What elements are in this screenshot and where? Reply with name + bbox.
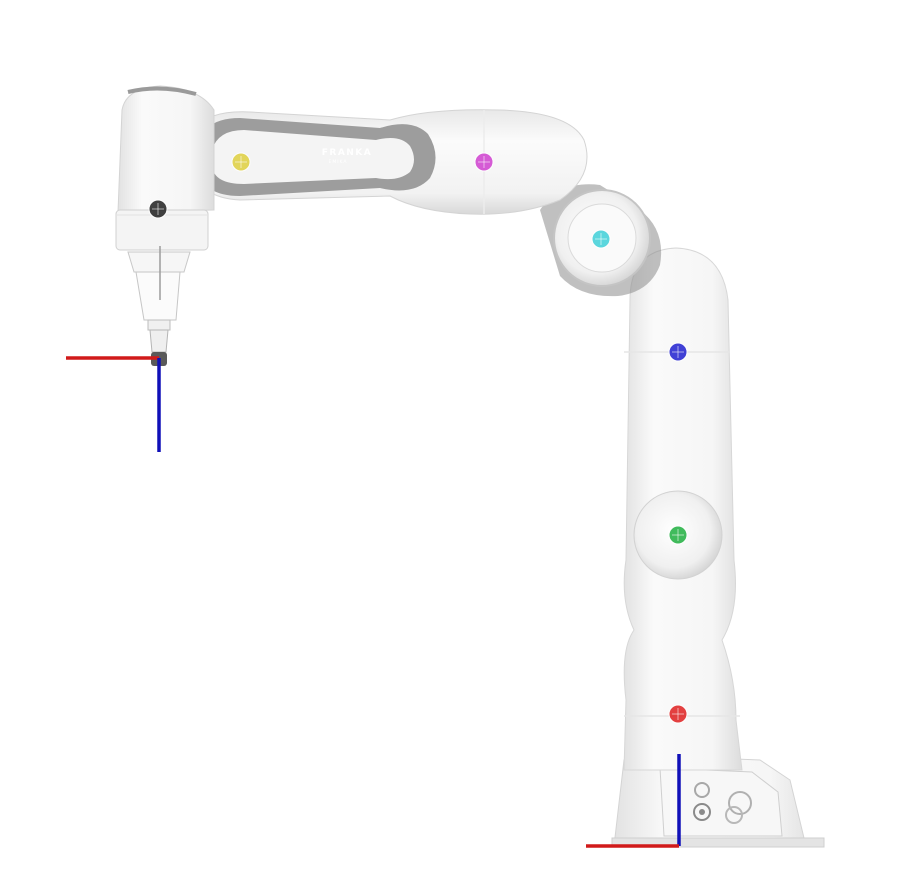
base-frame (586, 754, 681, 848)
robot-logo-sub: EMIKA (328, 159, 347, 165)
joint-5-marker (474, 152, 494, 172)
robot-logo: FRANKA (322, 148, 373, 158)
robot-base (611, 755, 825, 848)
robot-lower-column (623, 247, 743, 771)
joint-1-marker (668, 704, 688, 724)
joint-6-marker (231, 152, 251, 172)
robot-gripper (127, 246, 191, 366)
robot-wrist (115, 85, 215, 251)
robot-upper-arm: FRANKA EMIKA (191, 109, 588, 215)
joint-markers (148, 152, 688, 724)
joint-3-marker (668, 342, 688, 362)
joint-7-marker (148, 199, 168, 219)
joint-2-marker (668, 525, 688, 545)
robot-elbow (540, 184, 662, 297)
end-effector-frame (66, 356, 161, 452)
joint-4-marker (591, 229, 611, 249)
